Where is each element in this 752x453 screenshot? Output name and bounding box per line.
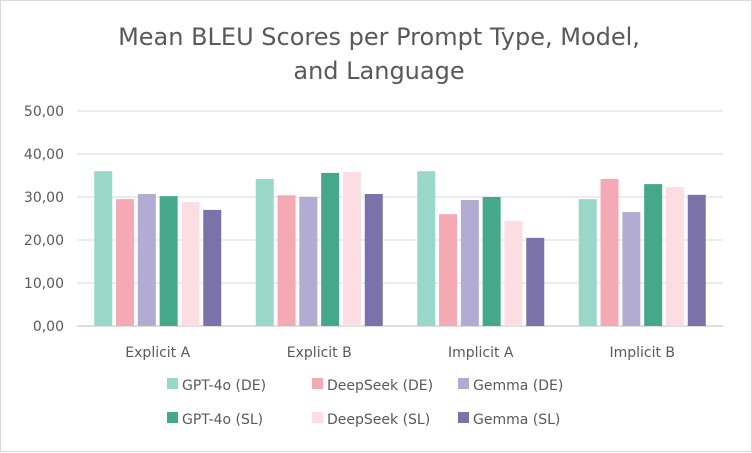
x-tick-label: Implicit B: [609, 345, 675, 361]
x-tick-label: Explicit B: [287, 345, 352, 361]
bars: [94, 171, 706, 326]
bar: [159, 196, 178, 326]
y-tick-label: 30,00: [24, 190, 64, 206]
bar: [439, 214, 458, 326]
bar: [460, 200, 479, 326]
bar: [665, 187, 684, 326]
legend-swatch: [312, 378, 323, 389]
x-axis-ticks: Explicit A Explicit B Implicit A Implicit B: [125, 345, 675, 361]
legend-label: DeepSeek (SL): [327, 412, 430, 428]
chart-title-line-2: and Language: [293, 57, 464, 85]
legend-swatch: [312, 412, 323, 423]
bar: [116, 199, 135, 326]
legend-label: Gemma (DE): [473, 378, 563, 394]
legend-swatch: [458, 412, 469, 423]
legend-label: GPT-4o (DE): [182, 378, 266, 394]
legend-label: Gemma (SL): [473, 412, 560, 428]
y-tick-label: 0,00: [33, 319, 64, 335]
legend-label: GPT-4o (SL): [182, 412, 263, 428]
bar: [687, 194, 706, 326]
bar: [364, 193, 383, 326]
bar: [644, 184, 663, 326]
bar: [255, 178, 274, 326]
bar: [321, 172, 340, 326]
bar: [482, 197, 501, 326]
y-tick-label: 20,00: [24, 233, 64, 249]
bar: [578, 199, 597, 326]
legend-swatch: [167, 412, 178, 423]
bar: [181, 202, 200, 326]
bar: [137, 193, 156, 326]
bar: [600, 178, 619, 326]
y-axis-ticks: 0,00 10,00 20,00 30,00 40,00 50,00: [24, 104, 64, 335]
bar: [277, 195, 296, 326]
chart-title-line-1: Mean BLEU Scores per Prompt Type, Model,: [118, 23, 640, 51]
x-tick-label: Implicit A: [448, 345, 514, 361]
legend: GPT-4o (DE) DeepSeek (DE) Gemma (DE) GPT-4o…: [167, 378, 563, 428]
y-tick-label: 10,00: [24, 276, 64, 292]
legend-swatch: [167, 378, 178, 389]
legend-label: DeepSeek (DE): [327, 378, 433, 394]
y-tick-label: 40,00: [24, 147, 64, 163]
bar: [526, 237, 545, 326]
y-tick-label: 50,00: [24, 104, 64, 120]
x-tick-label: Explicit A: [125, 345, 190, 361]
bar: [417, 171, 436, 326]
bar: [504, 221, 523, 326]
bar: [94, 171, 113, 326]
bar: [299, 197, 318, 326]
bar: [622, 212, 641, 326]
legend-swatch: [458, 378, 469, 389]
bar: [342, 172, 361, 326]
bar: [203, 209, 222, 326]
